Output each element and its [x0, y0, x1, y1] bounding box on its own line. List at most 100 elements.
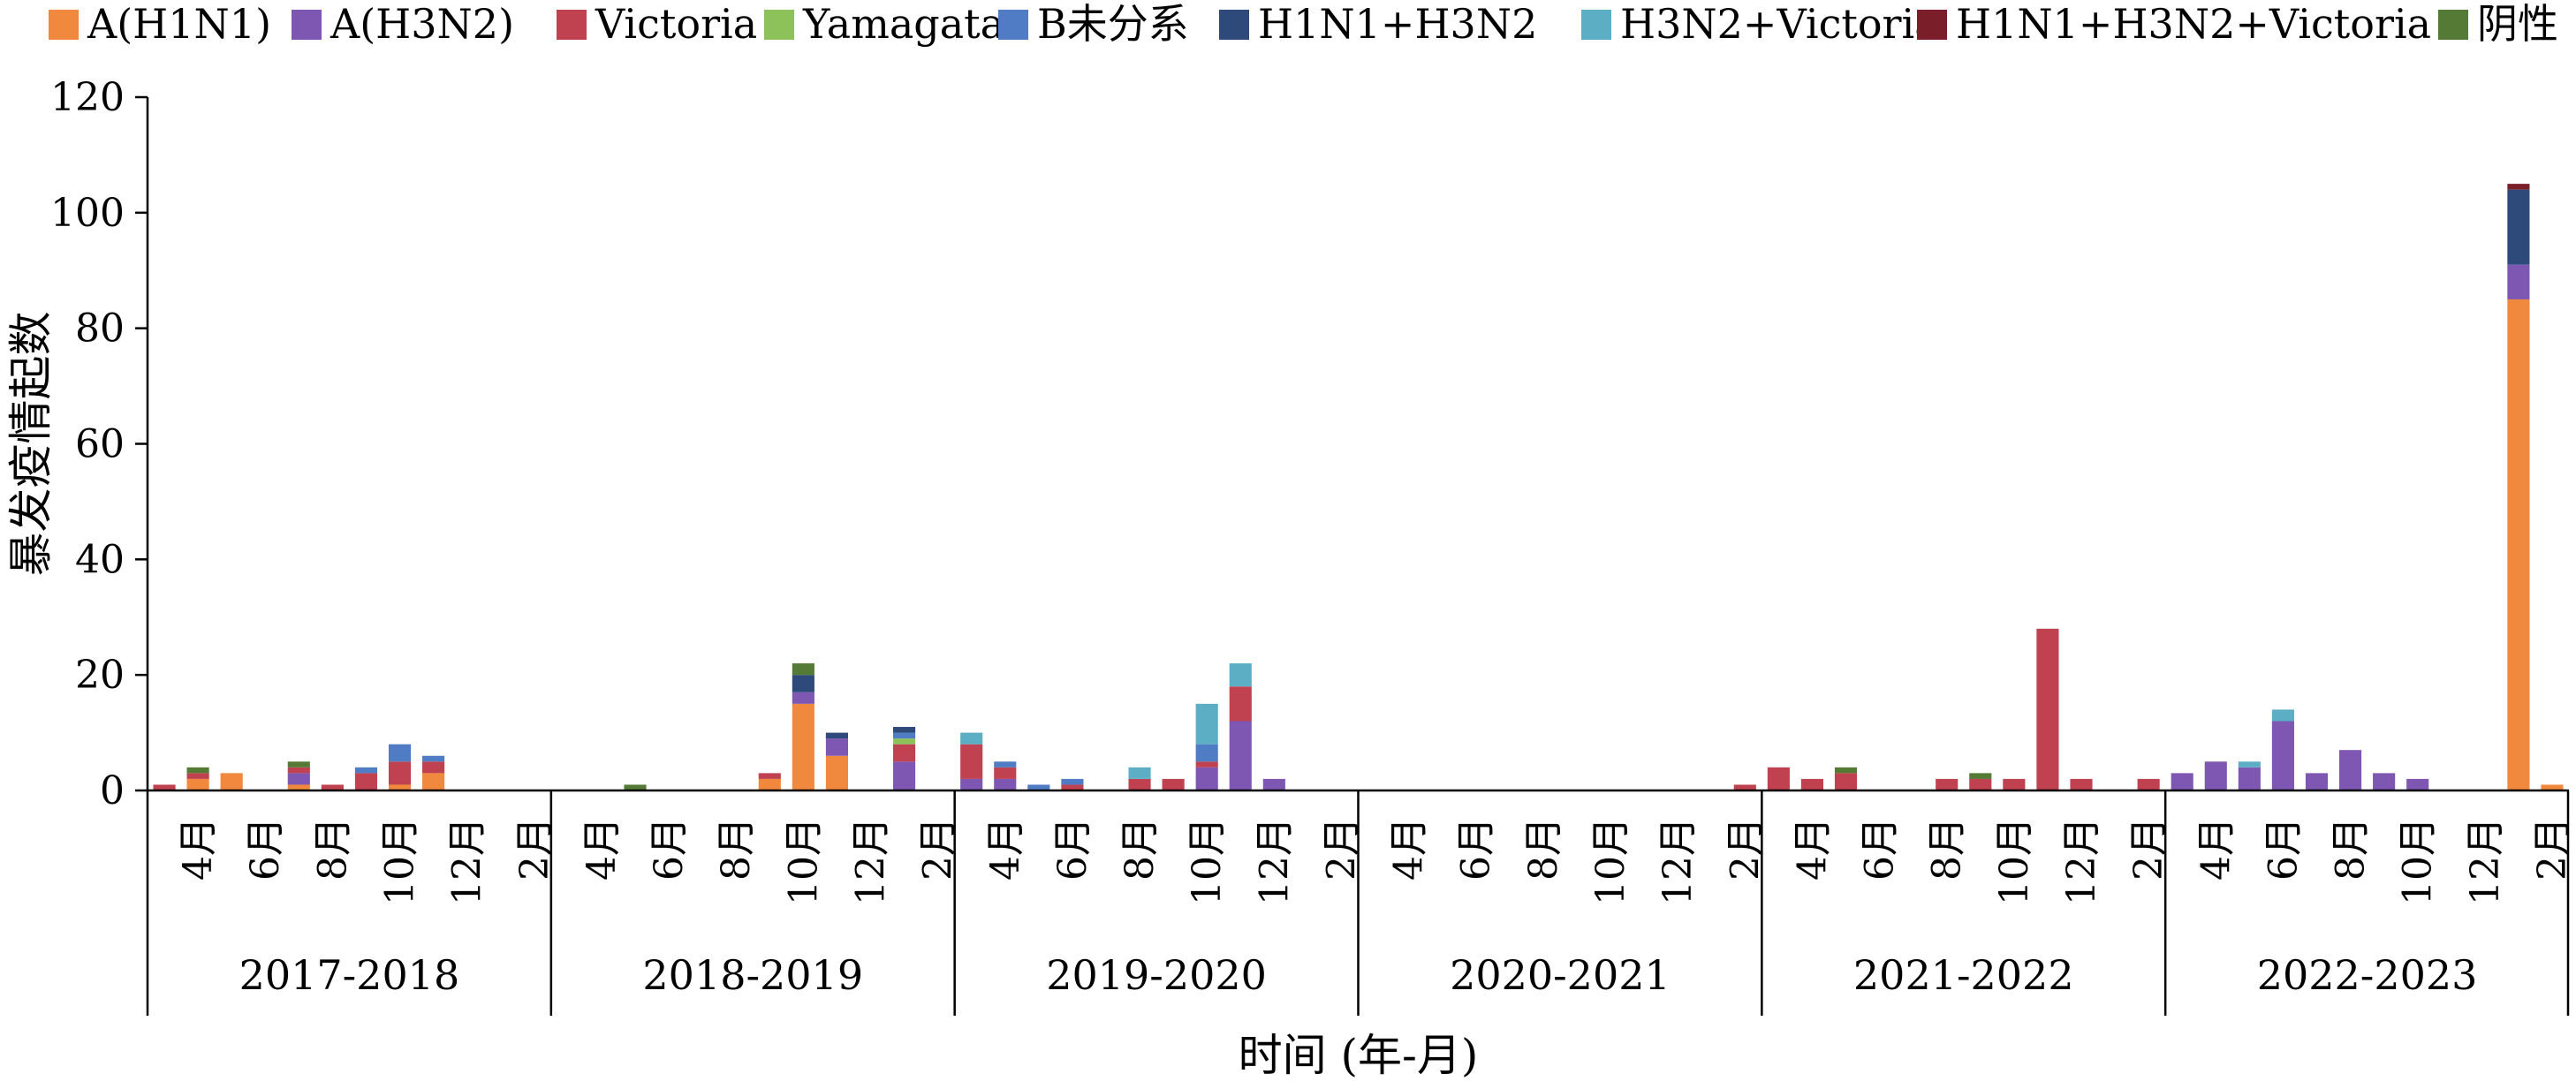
- month-label: 12月: [848, 817, 893, 905]
- bar-segment: [2271, 721, 2294, 790]
- bar-stack: [153, 784, 176, 790]
- bar-segment: [960, 732, 983, 745]
- x-tick-label: 12月: [445, 817, 490, 905]
- bar-stack: [422, 755, 445, 790]
- bar-stack: [1733, 784, 1756, 790]
- bar-segment: [994, 778, 1017, 790]
- legend-label: Yamagata: [802, 0, 1004, 48]
- month-label: 6月: [1454, 817, 1499, 881]
- bar-segment: [388, 761, 412, 785]
- x-tick-label: 4月: [2193, 817, 2239, 881]
- bar-stack: [388, 744, 412, 790]
- bar-stack: [186, 767, 209, 790]
- bar-segment: [2070, 778, 2093, 790]
- month-label: 2月: [2126, 817, 2171, 881]
- month-label: 10月: [1185, 817, 1230, 905]
- bar-stack: [1128, 767, 1151, 790]
- y-axis-title: 暴发疫情起数: [5, 312, 57, 577]
- month-label: 4月: [2193, 817, 2239, 881]
- bar-segment: [1834, 767, 1858, 774]
- y-tick-label: 40: [75, 537, 125, 582]
- bar-stack: [1262, 778, 1285, 790]
- bar-segment: [1800, 778, 1824, 790]
- y-tick-label: 60: [75, 422, 125, 467]
- x-tick-label: 2月: [1723, 817, 1768, 881]
- bar-segment: [2305, 773, 2329, 790]
- bar-segment: [792, 675, 814, 692]
- x-tick-label: 2月: [1319, 817, 1364, 881]
- bar-segment: [1128, 767, 1151, 779]
- bar-segment: [2204, 761, 2227, 790]
- bar-segment: [825, 732, 848, 739]
- legend-label: H1N1+H3N2+Victoria: [1956, 0, 2431, 48]
- bar-stack: [2338, 750, 2362, 790]
- legend-item: H3N2+Victoria: [1581, 0, 1939, 48]
- bar-segment: [1229, 663, 1252, 687]
- legend-item: H1N1+H3N2: [1219, 0, 1537, 48]
- month-label: 12月: [2059, 817, 2104, 905]
- bar-stack: [1767, 767, 1790, 790]
- bar-segment: [2507, 264, 2530, 299]
- bar-segment: [2541, 784, 2564, 790]
- legend-swatch: [2438, 10, 2468, 40]
- axes: 0 20 40 60 80 100 120 4月 6月 8月 10月 12月 2月 2017-2018 4月…: [50, 75, 2575, 1016]
- x-tick-label: 6月: [243, 817, 288, 881]
- bar-segment: [2373, 773, 2396, 790]
- x-tick-label: 10月: [1185, 817, 1230, 905]
- bar-segment: [1733, 784, 1756, 790]
- month-label: 6月: [2261, 817, 2306, 881]
- bar-stack: [1800, 778, 1824, 790]
- x-tick-label: 6月: [1858, 817, 1903, 881]
- legend-swatch: [1917, 10, 1947, 40]
- bar-segment: [422, 761, 445, 774]
- bar-segment: [994, 761, 1017, 768]
- bar-stack: [624, 784, 647, 790]
- legend-item: Yamagata: [764, 0, 1004, 48]
- legend-swatch: [1219, 10, 1249, 40]
- bar-segment: [354, 773, 378, 790]
- bar-segment: [1195, 767, 1218, 790]
- bar-stack: [287, 761, 310, 790]
- y-tick-label: 0: [100, 768, 125, 813]
- x-tick-label: 4月: [176, 817, 221, 881]
- x-tick-label: 6月: [2261, 817, 2306, 881]
- month-label: 8月: [2329, 817, 2374, 881]
- legend-item: A(H3N2): [292, 0, 514, 48]
- bar-stack: [2171, 773, 2193, 790]
- bar-segment: [624, 784, 647, 790]
- bar-stack: [2070, 778, 2093, 790]
- bar-segment: [2507, 189, 2530, 265]
- legend-swatch: [49, 10, 79, 40]
- month-label: 10月: [378, 817, 423, 905]
- bar-segment: [1969, 778, 1992, 790]
- bar-segment: [1128, 778, 1151, 790]
- x-tick-label: 4月: [1387, 817, 1432, 881]
- month-label: 10月: [2396, 817, 2441, 905]
- month-label: 6月: [1858, 817, 1903, 881]
- month-label: 6月: [647, 817, 692, 881]
- y-tick-label: 80: [75, 306, 125, 352]
- x-tick-label: 8月: [1118, 817, 1163, 881]
- bar-stack: [2137, 778, 2160, 790]
- bar-segment: [287, 784, 310, 790]
- bar-segment: [825, 755, 848, 790]
- season-label: 2022-2023: [2257, 951, 2478, 999]
- bar-segment: [220, 773, 243, 790]
- x-tick-label: 12月: [1252, 817, 1297, 905]
- x-tick-label: 10月: [2396, 817, 2441, 905]
- bar-stack: [2238, 761, 2261, 790]
- bar-segment: [388, 784, 412, 790]
- month-label: 2月: [916, 817, 961, 881]
- x-tick-label: 8月: [310, 817, 355, 881]
- bar-segment: [186, 773, 209, 779]
- month-label: 8月: [1118, 817, 1163, 881]
- bar-segment: [2238, 767, 2261, 790]
- bar-segment: [792, 703, 814, 790]
- bar-stack: [1969, 773, 1992, 790]
- legend-item: B未分系: [998, 0, 1189, 48]
- bar-segment: [1767, 767, 1790, 790]
- x-tick-label: 4月: [580, 817, 625, 881]
- bar-stack: [2036, 628, 2059, 790]
- bar-stack: [2373, 773, 2396, 790]
- month-label: 4月: [176, 817, 221, 881]
